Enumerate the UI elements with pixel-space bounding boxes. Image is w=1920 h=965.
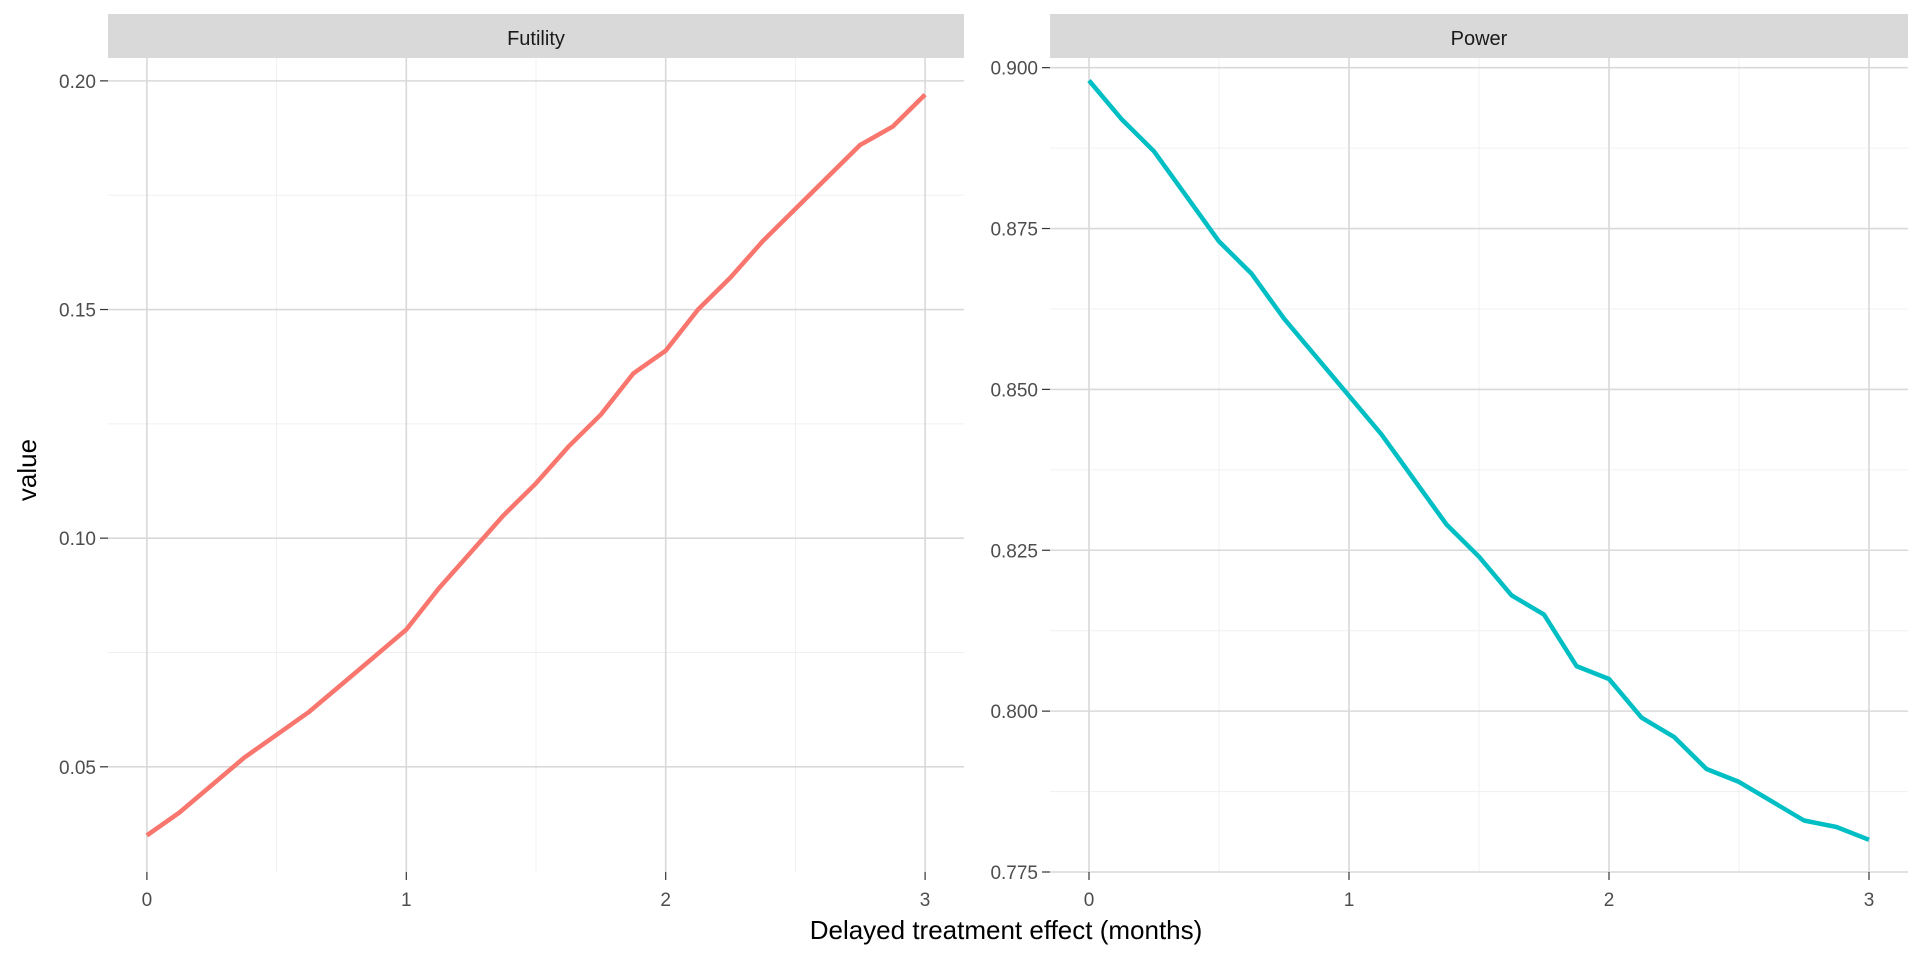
y-tick-label: 0.850 (990, 380, 1038, 401)
y-tick-label: 0.15 (59, 301, 96, 322)
y-tick-label: 0.875 (990, 220, 1038, 241)
facet-strip (1050, 14, 1908, 58)
facet-strip (108, 14, 964, 58)
y-tick-label: 0.775 (990, 863, 1038, 884)
x-tick-label: 2 (1604, 890, 1615, 911)
y-tick-label: 0.800 (990, 702, 1038, 723)
facet-strip-label: Power (1451, 28, 1508, 50)
x-tick-label: 2 (660, 890, 671, 911)
x-tick-label: 1 (401, 890, 412, 911)
series-line-power (1087, 79, 1870, 842)
x-tick-label: 0 (142, 890, 153, 911)
panel-power: Power 0.775 0.800 0.825 0.850 0.875 0.900 0 1 2 3 (990, 14, 1908, 911)
y-tick-label: 0.825 (990, 541, 1038, 562)
x-tick-label: 0 (1084, 890, 1095, 911)
panel-futility: Futility 0.05 0.10 0.15 0.20 0 1 2 3 (59, 14, 964, 911)
y-tick-label: 0.20 (59, 72, 96, 93)
facet-strip-label: Futility (507, 28, 565, 50)
y-tick-label: 0.900 (990, 59, 1038, 80)
x-tick-label: 3 (920, 890, 931, 911)
y-tick-label: 0.05 (59, 758, 96, 779)
x-axis-title: Delayed treatment effect (months) (810, 915, 1203, 945)
y-tick-label: 0.10 (59, 529, 96, 550)
x-tick-label: 3 (1864, 890, 1875, 911)
x-tick-label: 1 (1344, 890, 1355, 911)
series-line-futility (145, 92, 927, 838)
y-axis-title: value (12, 439, 42, 501)
